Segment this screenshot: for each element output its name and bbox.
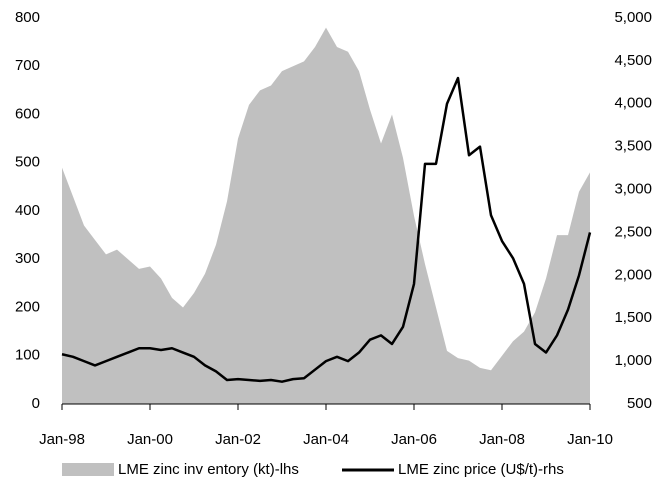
y2-tick-label: 500: [627, 395, 652, 412]
legend-label: LME zinc price (U$/t)-rhs: [398, 461, 564, 478]
inventory-area: [62, 27, 590, 405]
x-tick-label: Jan-98: [39, 431, 85, 448]
price-line: [61, 76, 592, 383]
y2-tick-label: 2,000: [614, 266, 652, 283]
legend-label: LME zinc inv entory (kt)-lhs: [118, 461, 299, 478]
y-tick-label: 700: [15, 57, 40, 74]
y2-tick-label: 1,500: [614, 309, 652, 326]
y-tick-label: 100: [15, 347, 40, 364]
y2-tick-label: 3,000: [614, 181, 652, 198]
y-tick-label: 800: [15, 9, 40, 26]
y2-tick-label: 2,500: [614, 223, 652, 240]
x-tick-label: Jan-04: [303, 431, 349, 448]
y-tick-label: 400: [15, 202, 40, 219]
y2-tick-label: 3,500: [614, 138, 652, 155]
y2-tick-label: 4,500: [614, 52, 652, 69]
y-tick-label: 600: [15, 105, 40, 122]
y-tick-label: 200: [15, 298, 40, 315]
x-tick-label: Jan-02: [215, 431, 261, 448]
y2-tick-label: 5,000: [614, 9, 652, 26]
x-tick-label: Jan-00: [127, 431, 173, 448]
y2-tick-label: 4,000: [614, 95, 652, 112]
y-tick-label: 300: [15, 250, 40, 267]
y-tick-label: 500: [15, 154, 40, 171]
legend-swatch: [62, 463, 114, 476]
x-tick-label: Jan-06: [391, 431, 437, 448]
x-tick-label: Jan-08: [479, 431, 525, 448]
y-tick-label: 0: [32, 395, 40, 412]
y2-tick-label: 1,000: [614, 352, 652, 369]
x-tick-label: Jan-10: [567, 431, 613, 448]
